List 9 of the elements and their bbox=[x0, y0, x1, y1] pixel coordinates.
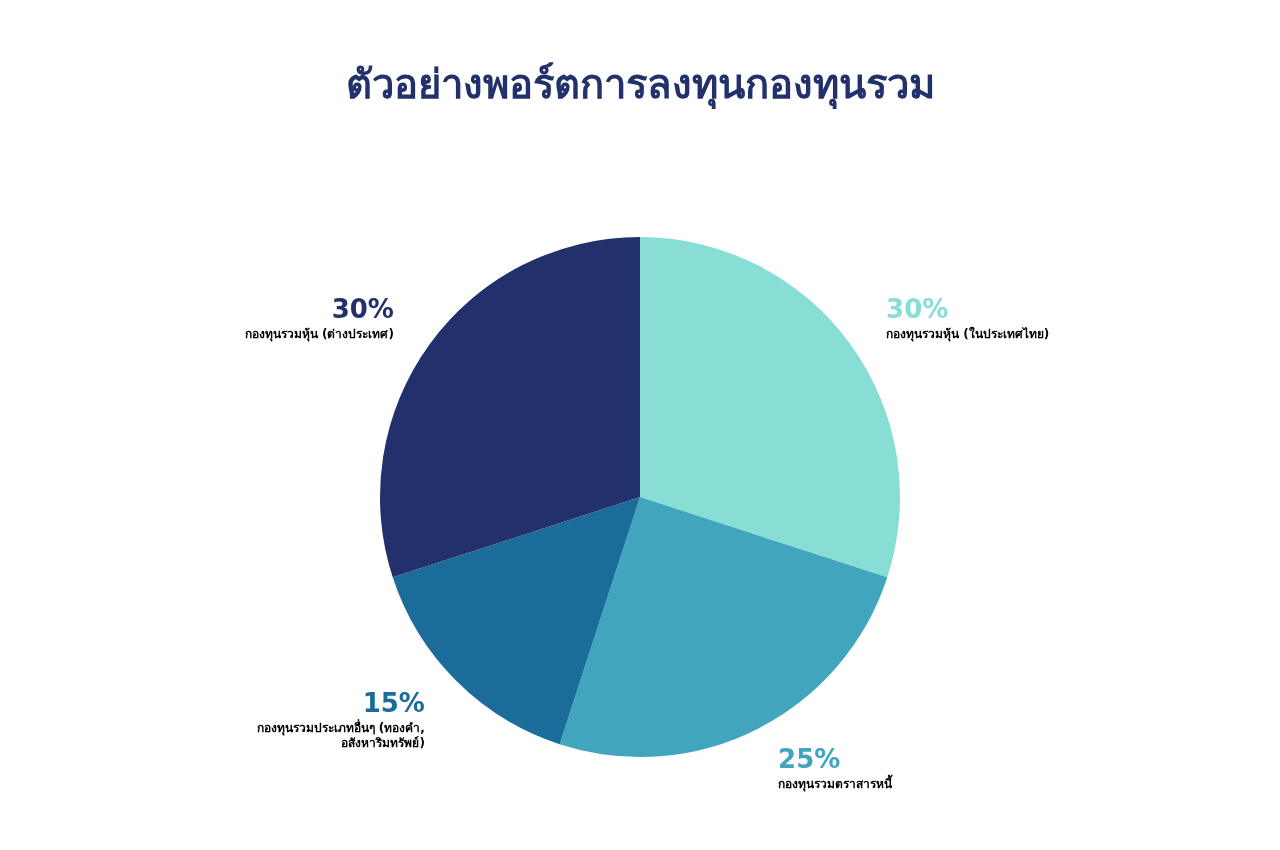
slice-label: กองทุนรวมหุ้น (ต่างประเทศ) bbox=[244, 327, 394, 343]
data-label: 30% bbox=[331, 294, 394, 325]
slice-label: กองทุนรวมหุ้น (ในประเทศไทย) bbox=[886, 326, 1050, 343]
data-label: 25% bbox=[778, 744, 841, 775]
slice-label: กองทุนรวมประเภทอื่นๆ (ทองคำ, อสังหาริมทรัพย์) bbox=[256, 719, 425, 751]
data-label: 15% bbox=[362, 688, 425, 719]
slice-label: กองทุนรวมตราสารหนี้ bbox=[778, 774, 894, 793]
chart-title: ตัวอย่างพอร์ตการลงทุนกองทุนรวม bbox=[345, 61, 935, 111]
data-label: 30% bbox=[886, 294, 949, 325]
